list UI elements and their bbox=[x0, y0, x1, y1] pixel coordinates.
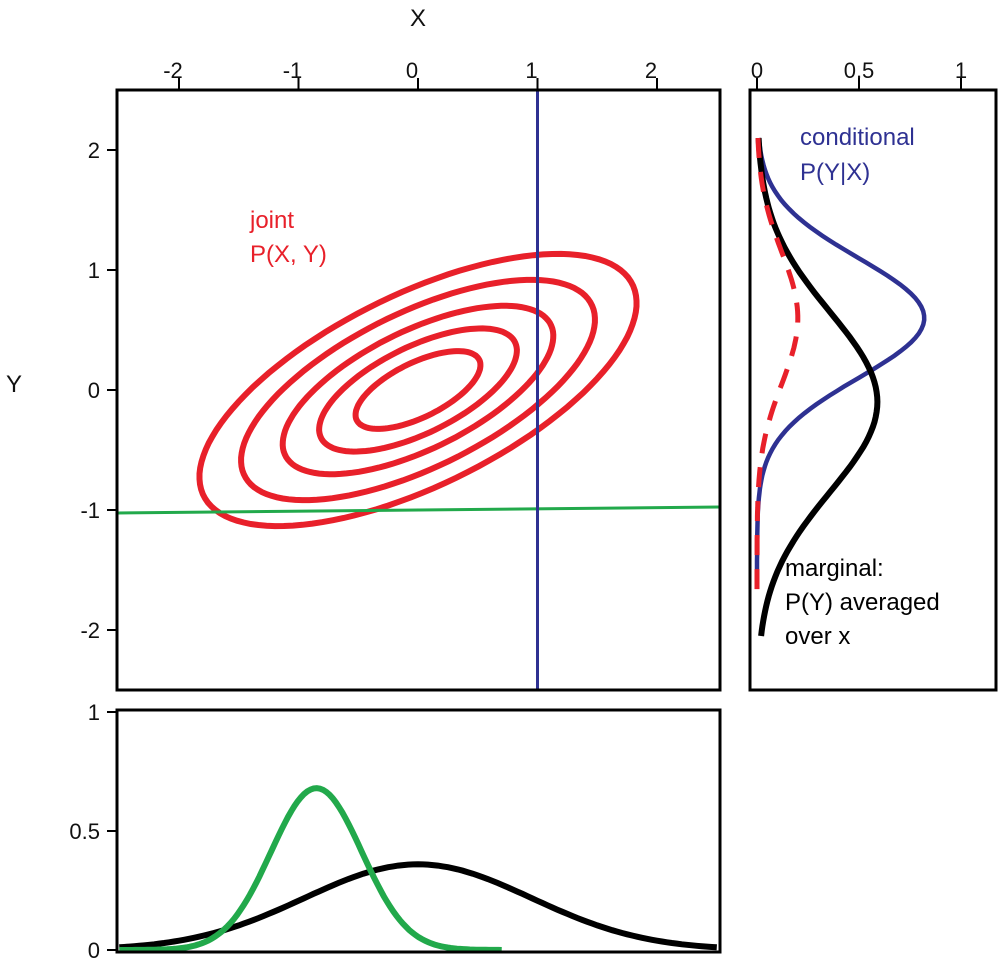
x-tick-label: -2 bbox=[163, 58, 183, 83]
bottom-y-ticks: 10.50 bbox=[69, 700, 117, 963]
x-tick-label: 2 bbox=[645, 58, 657, 83]
horizontal-slice-line bbox=[116, 505, 721, 515]
bottom-y-tick-label: 0 bbox=[88, 938, 100, 963]
bottom-panel bbox=[115, 708, 722, 954]
side-x-tick-label: 0 bbox=[751, 58, 763, 83]
x-tick-label: -1 bbox=[283, 58, 303, 83]
bottom-panel-frame bbox=[115, 708, 722, 954]
conditional-label: conditional bbox=[800, 124, 915, 151]
conditional-curve bbox=[754, 137, 927, 582]
bottom-y-tick-label: 0.5 bbox=[69, 819, 100, 844]
bottom-curves bbox=[119, 785, 717, 953]
joint-formula: P(X, Y) bbox=[250, 241, 327, 268]
side-curves bbox=[754, 137, 927, 637]
side-x-ticks: 0 0.5 1 bbox=[751, 58, 967, 90]
horizontal_slice-curve bbox=[119, 785, 502, 953]
y-tick-label: 2 bbox=[88, 138, 100, 163]
y-axis-title: Y bbox=[6, 371, 22, 398]
y-tick-label: -2 bbox=[80, 618, 100, 643]
joint-contour bbox=[316, 325, 520, 455]
joint-panel-frame bbox=[115, 88, 722, 692]
x-axis-title: X bbox=[410, 5, 426, 32]
joint-contours bbox=[196, 250, 640, 530]
x-tick-label: 0 bbox=[406, 58, 418, 83]
y-tick-label: -1 bbox=[80, 498, 100, 523]
side-x-tick-label: 1 bbox=[955, 58, 967, 83]
joint-curve bbox=[754, 137, 801, 594]
joint-contour bbox=[352, 348, 484, 432]
joint-label: joint bbox=[249, 207, 294, 234]
side-panel-frame bbox=[748, 88, 998, 692]
marginal-label: marginal: bbox=[785, 555, 884, 582]
marginal-formula: P(Y) averaged bbox=[785, 589, 940, 616]
joint-contour bbox=[279, 302, 557, 478]
conditional-panel: conditional P(Y|X) marginal: P(Y) averag… bbox=[748, 88, 998, 692]
marginal-note: over x bbox=[785, 623, 850, 650]
side-x-tick-label: 0.5 bbox=[844, 58, 875, 83]
joint-contour bbox=[238, 276, 598, 504]
top-x-ticks: -2 -1 0 1 2 bbox=[163, 58, 658, 90]
x-tick-label: 1 bbox=[525, 58, 537, 83]
bottom-y-tick-label: 1 bbox=[88, 700, 100, 725]
joint-panel: joint P(X, Y) bbox=[115, 88, 722, 692]
main-y-ticks: 2 1 0 -1 -2 bbox=[80, 138, 117, 643]
y-tick-label: 1 bbox=[88, 258, 100, 283]
conditional-formula: P(Y|X) bbox=[800, 159, 870, 186]
y-tick-label: 0 bbox=[88, 378, 100, 403]
joint-contour bbox=[196, 250, 640, 530]
